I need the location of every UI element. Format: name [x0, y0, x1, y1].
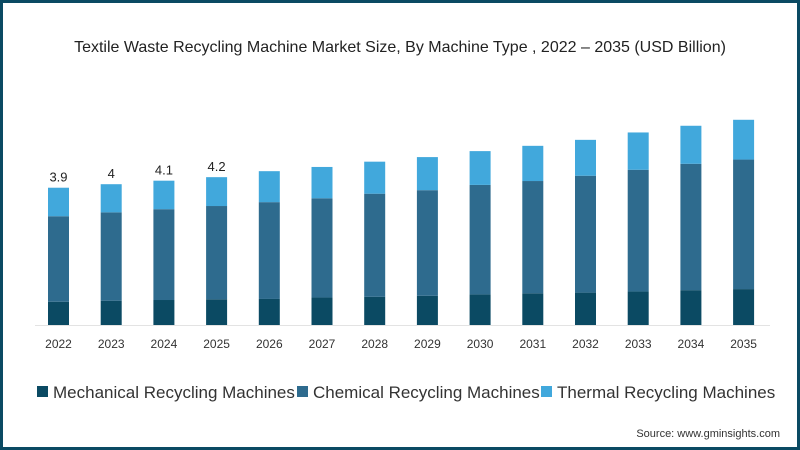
bar-mechanical-2027	[311, 297, 333, 325]
bar-chemical-2031	[522, 181, 544, 294]
bar-mechanical-2035	[733, 289, 755, 325]
bar-chemical-2027	[311, 198, 333, 298]
bar-chemical-2029	[416, 190, 438, 296]
bar-thermal-2025	[206, 177, 228, 207]
x-tick-label: 2033	[625, 337, 652, 351]
bar-mechanical-2025	[206, 299, 228, 325]
bar-chemical-2034	[680, 163, 702, 291]
bar-thermal-2022	[48, 187, 69, 217]
bar-mechanical-2022	[48, 301, 69, 325]
bar-thermal-2023	[100, 184, 122, 213]
legend-swatch-icon	[541, 386, 552, 397]
bar-thermal-2034	[680, 125, 702, 164]
bar-chemical-2033	[627, 169, 649, 292]
x-tick-label: 2023	[98, 337, 125, 351]
legend-swatch-icon	[297, 386, 308, 397]
chart-title: Textile Waste Recycling Machine Market S…	[74, 39, 726, 56]
bars-group	[48, 119, 755, 325]
bar-thermal-2035	[733, 119, 755, 160]
bar-thermal-2028	[364, 161, 386, 194]
x-tick-label: 2029	[414, 337, 441, 351]
bar-chemical-2026	[258, 202, 280, 299]
x-tick-label: 2027	[309, 337, 336, 351]
x-tick-label: 2026	[256, 337, 283, 351]
bar-thermal-2031	[522, 145, 544, 182]
bar-mechanical-2028	[364, 296, 386, 325]
bar-mechanical-2030	[469, 294, 491, 325]
x-tick-label: 2035	[730, 337, 757, 351]
bar-chemical-2024	[153, 209, 175, 301]
x-tick-label: 2030	[467, 337, 494, 351]
x-tick-label: 2025	[203, 337, 230, 351]
bar-mechanical-2034	[680, 290, 702, 325]
bar-chemical-2022	[48, 216, 69, 302]
data-label: 4	[108, 166, 115, 181]
data-label: 3.9	[49, 170, 67, 185]
legend-swatch-icon	[37, 386, 48, 397]
bar-chemical-2028	[364, 193, 386, 297]
legend-label: Mechanical Recycling Machines	[53, 383, 295, 402]
bar-chemical-2030	[469, 184, 491, 295]
bar-mechanical-2032	[575, 292, 596, 325]
bar-thermal-2026	[258, 171, 280, 203]
bar-thermal-2027	[311, 166, 333, 199]
bar-chemical-2025	[206, 206, 228, 300]
legend: Mechanical Recycling Machines Chemical Re…	[37, 383, 775, 402]
bar-mechanical-2033	[627, 291, 649, 325]
data-labels: 3.9 4 4.1 4.2	[49, 159, 225, 185]
bar-thermal-2024	[153, 180, 175, 210]
x-tick-label: 2022	[45, 337, 72, 351]
x-tick-label: 2028	[361, 337, 388, 351]
data-label: 4.1	[155, 163, 173, 178]
bar-mechanical-2023	[100, 300, 122, 325]
x-tick-label: 2034	[678, 337, 705, 351]
bar-mechanical-2024	[153, 300, 175, 325]
bar-chemical-2032	[575, 175, 596, 293]
bar-thermal-2032	[575, 139, 596, 176]
bar-mechanical-2029	[416, 295, 438, 325]
bar-thermal-2033	[627, 132, 649, 170]
bar-chemical-2023	[100, 212, 122, 301]
source-note: Source: www.gminsights.com	[636, 428, 780, 440]
bar-mechanical-2026	[258, 298, 280, 325]
x-tick-label: 2031	[519, 337, 546, 351]
legend-label: Thermal Recycling Machines	[557, 383, 775, 402]
x-tick-label: 2032	[572, 337, 599, 351]
bar-thermal-2030	[469, 151, 491, 185]
legend-label: Chemical Recycling Machines	[313, 383, 540, 402]
x-tick-label: 2024	[151, 337, 178, 351]
x-tick-labels: 2022 2023 2024 2025 2026 2027 2028 2029 2030 2031…	[45, 337, 757, 351]
bar-mechanical-2031	[522, 293, 544, 325]
data-label: 4.2	[208, 159, 226, 174]
bar-thermal-2029	[416, 157, 438, 191]
bar-chemical-2035	[733, 159, 755, 290]
